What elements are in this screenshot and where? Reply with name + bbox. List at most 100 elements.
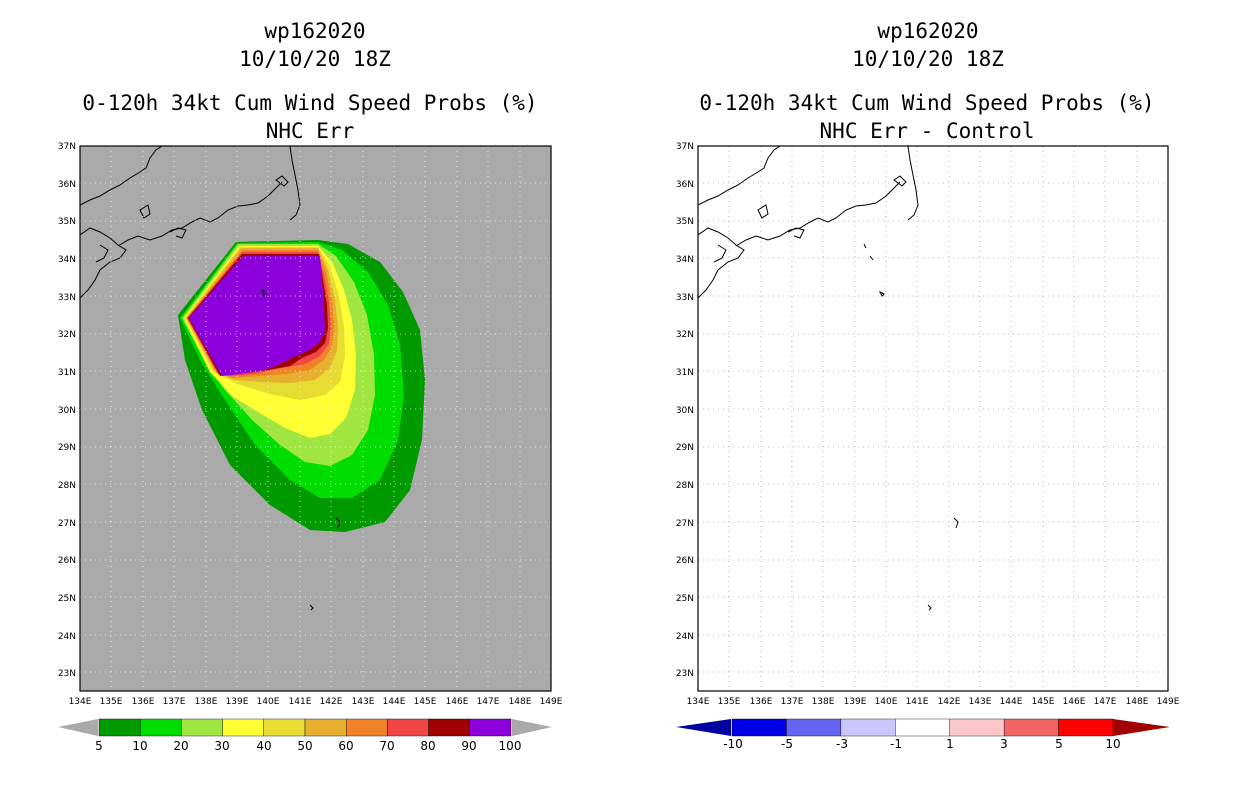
left-colorbar-over [512, 719, 552, 736]
right-lat-label: 25N [676, 594, 694, 604]
left-lat-label: 32N [58, 330, 76, 340]
right-lat-label: 32N [676, 330, 694, 340]
right-lon-label: 142E [938, 697, 961, 707]
left-lon-label: 146E [446, 697, 469, 707]
right-lat-labels: 37N 36N 35N 34N 33N 32N 31N 30N 29N 28N … [676, 142, 694, 679]
left-lon-label: 144E [383, 697, 406, 707]
left-product-title: 0-120h 34kt Cum Wind Speed Probs (%) [82, 91, 538, 115]
left-colorbar-cell [222, 718, 265, 737]
right-colorbar-cell [731, 718, 787, 737]
right-lon-label: 136E [750, 697, 773, 707]
right-colorbar-label: -10 [723, 737, 743, 751]
right-colorbar-under [676, 719, 731, 736]
right-colorbar-label: 1 [946, 737, 954, 751]
right-colorbar-over [1113, 719, 1170, 736]
right-lon-label: 135E [718, 697, 741, 707]
right-lon-label: 137E [781, 697, 804, 707]
left-lon-label: 143E [352, 697, 375, 707]
right-colorbar-cell [949, 718, 1005, 737]
left-lon-label: 136E [132, 697, 155, 707]
right-lon-labels: 134E 135E 136E 137E 138E 139E 140E 141E … [687, 697, 1180, 707]
left-colorbar-cell [346, 718, 388, 737]
left-colorbar-under [58, 719, 98, 736]
left-lat-label: 28N [58, 481, 76, 491]
right-colorbar-labels: -10 -5 -3 -1 1 3 5 10 [723, 737, 1120, 751]
left-lon-label: 135E [100, 697, 123, 707]
right-colorbar-cell [786, 718, 842, 737]
left-lon-label: 141E [289, 697, 312, 707]
left-colorbar-label: 70 [379, 739, 394, 753]
left-colorbar-label: 10 [132, 739, 147, 753]
right-colorbar-label: -1 [890, 737, 902, 751]
right-lat-label: 30N [676, 406, 694, 416]
right-lon-label: 145E [1032, 697, 1055, 707]
left-colorbar-cell [304, 718, 347, 737]
left-lat-label: 27N [58, 519, 76, 529]
right-map-frame [697, 145, 1169, 692]
left-gridlines [80, 146, 551, 691]
right-lat-label: 26N [676, 556, 694, 566]
left-lat-label: 25N [58, 594, 76, 604]
right-colorbar-cell [1058, 718, 1114, 737]
right-colorbar-cell [895, 718, 950, 737]
right-lon-label: 140E [875, 697, 898, 707]
left-subtitle: NHC Err [265, 119, 355, 143]
right-colorbar-label: -5 [781, 737, 793, 751]
left-lon-label: 140E [257, 697, 280, 707]
right-coastlines [698, 146, 959, 611]
left-datetime: 10/10/20 18Z [239, 47, 391, 71]
right-datetime: 10/10/20 18Z [852, 47, 1004, 71]
left-colorbar-cell [263, 718, 306, 737]
right-lon-label: 149E [1157, 697, 1180, 707]
right-lat-label: 24N [676, 632, 694, 642]
left-colorbar-label: 60 [338, 739, 353, 753]
left-lat-label: 35N [58, 217, 76, 227]
left-colorbar-label: 40 [256, 739, 271, 753]
left-lat-label: 26N [58, 556, 76, 566]
left-colorbar-cell [387, 718, 429, 737]
right-lat-label: 37N [676, 142, 694, 152]
right-lat-label: 35N [676, 217, 694, 227]
right-lon-label: 148E [1126, 697, 1149, 707]
left-storm-id: wp162020 [264, 19, 366, 43]
left-lat-label: 37N [58, 142, 76, 152]
right-gridlines [698, 146, 1168, 691]
right-storm-id: wp162020 [877, 19, 979, 43]
left-lat-label: 36N [58, 180, 76, 190]
right-lon-label: 141E [906, 697, 929, 707]
left-lat-label: 33N [58, 293, 76, 303]
left-lon-labels: 134E 135E 136E 137E 138E 139E 140E 141E … [69, 697, 563, 707]
left-colorbar-label: 20 [173, 739, 188, 753]
right-lon-label: 139E [844, 697, 867, 707]
right-colorbar-label: -3 [836, 737, 848, 751]
left-probability-contours [80, 146, 425, 611]
left-colorbar-label: 5 [95, 739, 103, 753]
right-colorbar-label: 10 [1105, 737, 1120, 751]
left-map-frame [79, 145, 552, 692]
left-colorbar-cell [98, 718, 141, 737]
right-colorbar-cell [1003, 718, 1059, 737]
right-colorbar-label: 3 [1000, 737, 1008, 751]
left-lon-label: 138E [195, 697, 218, 707]
right-lat-label: 36N [676, 180, 694, 190]
left-colorbar-label: 90 [461, 739, 476, 753]
left-coastlines [80, 146, 341, 611]
right-map-background [698, 146, 1168, 691]
right-map: 37N 36N 35N 34N 33N 32N 31N 30N 29N 28N … [676, 142, 1180, 707]
right-lat-label: 27N [676, 519, 694, 529]
left-colorbar-label: 100 [499, 739, 522, 753]
left-colorbar-cell [469, 718, 512, 737]
right-product-title: 0-120h 34kt Cum Wind Speed Probs (%) [699, 91, 1155, 115]
left-colorbar-cell [428, 718, 471, 737]
right-lat-label: 23N [676, 669, 694, 679]
left-lon-label: 134E [69, 697, 92, 707]
right-lon-label: 146E [1063, 697, 1086, 707]
right-lon-label: 138E [812, 697, 835, 707]
left-colorbar-label: 30 [214, 739, 229, 753]
left-lon-label: 139E [226, 697, 249, 707]
left-colorbar-cell [139, 718, 182, 737]
right-lat-label: 28N [676, 481, 694, 491]
right-lat-label: 34N [676, 255, 694, 265]
right-lat-label: 31N [676, 368, 694, 378]
